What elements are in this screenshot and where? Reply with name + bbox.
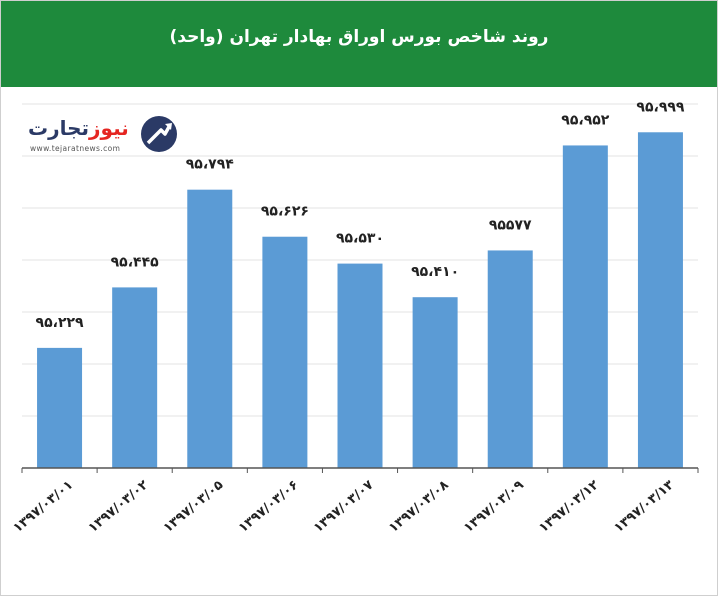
x-tick-label: ۱۳۹۷/۰۳/۰۷ xyxy=(311,478,377,536)
bar xyxy=(637,132,683,468)
x-tick-label: ۱۳۹۷/۰۳/۱۳ xyxy=(611,478,677,536)
x-tick-label: ۱۳۹۷/۰۳/۱۲ xyxy=(536,478,602,536)
bar xyxy=(187,189,233,468)
bar-value-label: ۹۵،۷۹۴ xyxy=(186,157,234,173)
bar xyxy=(112,287,158,468)
bar xyxy=(337,263,383,468)
x-tick-label: ۱۳۹۷/۰۳/۰۵ xyxy=(161,478,227,536)
bar-value-label: ۹۵،۶۲۶ xyxy=(261,204,309,220)
bar-value-label: ۹۵۵۷۷ xyxy=(489,217,532,233)
x-tick-label: ۱۳۹۷/۰۳/۰۱ xyxy=(11,478,77,536)
tejaratnews-logo: نیوزتجارت www.tejaratnews.com xyxy=(26,114,178,160)
bar-value-label: ۹۵،۹۵۲ xyxy=(561,112,609,128)
logo-word-navy: تجارت xyxy=(28,116,90,140)
chart-title: روند شاخص بورس اوراق بهادار تهران (واحد) xyxy=(169,27,549,47)
bar xyxy=(412,297,458,468)
bar-value-label: ۹۵،۵۳۰ xyxy=(336,231,384,247)
bar xyxy=(37,347,83,468)
x-tick-label: ۱۳۹۷/۰۳/۰۲ xyxy=(86,478,152,536)
logo-wordmark: نیوزتجارت xyxy=(28,116,129,140)
bar-value-label: ۹۵،۲۲۹ xyxy=(36,315,84,331)
x-tick-label: ۱۳۹۷/۰۳/۰۸ xyxy=(386,478,452,536)
bar-value-label: ۹۵،۹۹۹ xyxy=(636,99,684,115)
bar xyxy=(262,236,308,468)
x-tick-label: ۱۳۹۷/۰۳/۰۶ xyxy=(236,478,302,536)
bar xyxy=(487,250,533,468)
trend-arrow-icon xyxy=(141,116,177,152)
bar-value-label: ۹۵،۴۱۰ xyxy=(411,264,459,280)
bar xyxy=(562,145,608,468)
chart-header: روند شاخص بورس اوراق بهادار تهران (واحد) xyxy=(1,1,717,87)
logo-word-red: نیوز xyxy=(89,116,129,140)
bar-value-label: ۹۵،۴۴۵ xyxy=(111,254,159,270)
x-tick-label: ۱۳۹۷/۰۳/۰۹ xyxy=(461,478,527,536)
logo-url: www.tejaratnews.com xyxy=(30,144,121,153)
